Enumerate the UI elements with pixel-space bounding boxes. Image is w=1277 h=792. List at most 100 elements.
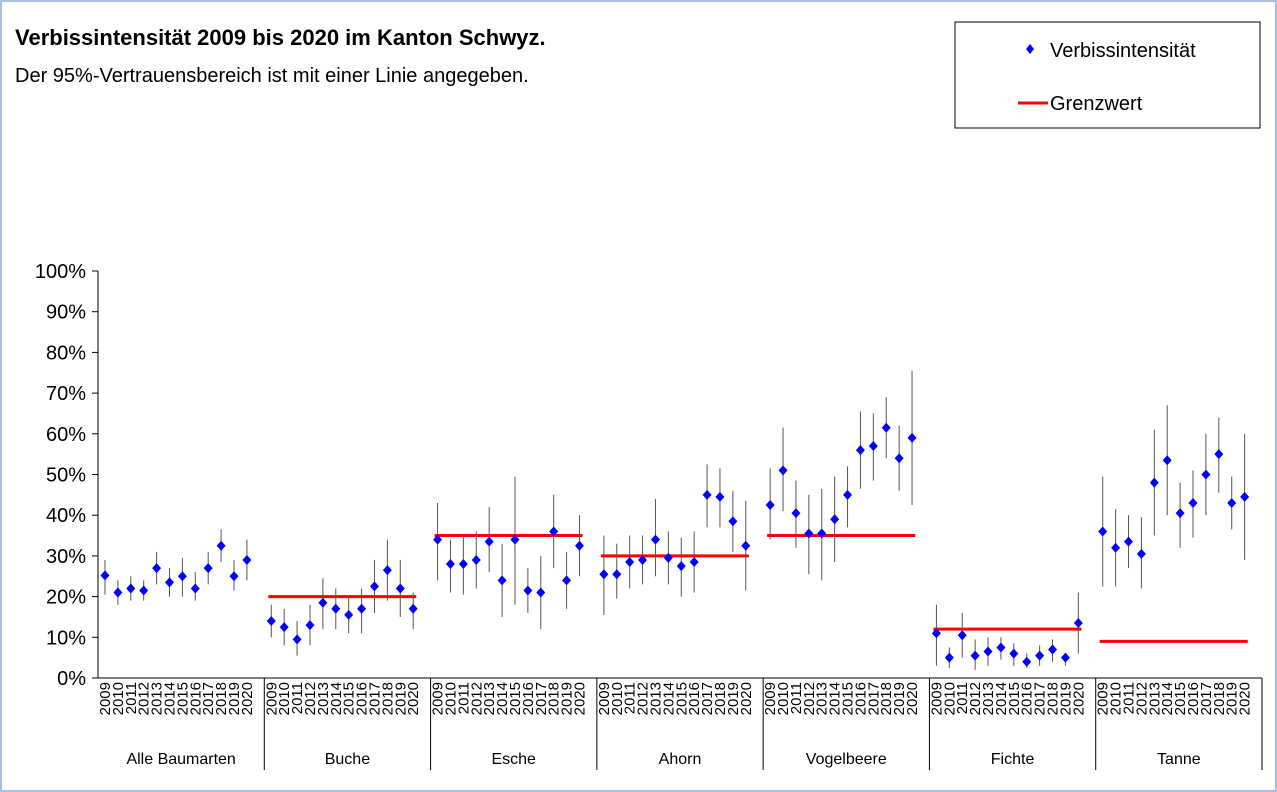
data-point <box>650 534 660 545</box>
data-point <box>830 514 840 525</box>
data-point <box>395 583 405 594</box>
x-tick-label: 2017 <box>533 682 550 715</box>
y-tick-label: 70% <box>46 383 86 405</box>
x-tick-label: 2020 <box>1237 682 1254 715</box>
x-tick-label: 2017 <box>200 682 217 715</box>
data-point <box>931 628 941 639</box>
data-point <box>1201 469 1211 480</box>
y-tick-label: 0% <box>57 668 86 690</box>
x-tick-label: 2012 <box>136 682 153 715</box>
legend-box <box>954 21 1261 129</box>
data-point <box>1098 526 1108 537</box>
x-tick-label: 2014 <box>494 682 511 715</box>
x-tick-label: 2018 <box>379 682 396 715</box>
x-tick-label: 2015 <box>341 682 358 715</box>
data-point <box>382 565 392 576</box>
data-point <box>445 559 455 570</box>
x-tick-label: 2012 <box>468 682 485 715</box>
y-tick-label: 100% <box>35 261 86 283</box>
x-tick-label: 2017 <box>865 682 882 715</box>
x-tick-label: 2009 <box>97 682 114 715</box>
data-point <box>599 569 609 580</box>
data-point <box>804 528 814 539</box>
x-tick-label: 2016 <box>1185 682 1202 715</box>
group-label: Buche <box>325 751 370 768</box>
data-point <box>1188 497 1198 508</box>
group-label: Ahorn <box>659 751 702 768</box>
x-tick-label: 2014 <box>827 682 844 715</box>
x-tick-label: 2013 <box>481 682 498 715</box>
x-tick-label: 2020 <box>738 682 755 715</box>
data-point <box>344 609 354 620</box>
group-label: Tanne <box>1157 751 1201 768</box>
y-tick-label: 50% <box>46 465 86 487</box>
data-point <box>843 489 853 500</box>
data-point <box>1162 455 1172 466</box>
data-point <box>318 597 328 608</box>
data-point <box>1048 644 1058 655</box>
x-tick-label: 2020 <box>904 682 921 715</box>
data-point <box>357 603 367 614</box>
data-point <box>471 554 481 565</box>
x-tick-label: 2014 <box>162 682 179 715</box>
data-point <box>266 616 276 627</box>
data-point <box>868 441 878 452</box>
group-label: Esche <box>491 751 536 768</box>
x-tick-label: 2015 <box>673 682 690 715</box>
x-tick-label: 2017 <box>366 682 383 715</box>
data-point <box>1136 548 1146 559</box>
data-point <box>510 534 520 545</box>
data-point <box>242 554 252 565</box>
x-tick-label: 2010 <box>941 682 958 715</box>
legend-label: Verbissintensität <box>1050 40 1196 62</box>
x-tick-label: 2018 <box>1045 682 1062 715</box>
data-point <box>791 508 801 519</box>
data-point <box>484 536 494 547</box>
x-tick-label: 2009 <box>762 682 779 715</box>
data-point <box>765 500 775 511</box>
x-tick-label: 2019 <box>226 682 243 715</box>
x-tick-label: 2019 <box>891 682 908 715</box>
x-tick-label: 2016 <box>852 682 869 715</box>
data-point <box>190 583 200 594</box>
data-point <box>1111 542 1121 553</box>
group-label: Alle Baumarten <box>126 751 235 768</box>
x-tick-label: 2014 <box>660 682 677 715</box>
x-tick-label: 2010 <box>442 682 459 715</box>
chart-subtitle: Der 95%-Vertrauensbereich ist mit einer … <box>15 65 529 87</box>
data-point <box>638 554 648 565</box>
data-point <box>983 646 993 657</box>
x-tick-label: 2014 <box>328 682 345 715</box>
y-tick-label: 10% <box>46 627 86 649</box>
y-tick-label: 40% <box>46 505 86 527</box>
x-tick-label: 2012 <box>1133 682 1150 715</box>
x-tick-label: 2018 <box>546 682 563 715</box>
x-tick-label: 2016 <box>1019 682 1036 715</box>
data-point <box>216 540 226 551</box>
data-point <box>229 571 239 582</box>
x-tick-label: 2012 <box>635 682 652 715</box>
data-point <box>970 650 980 661</box>
x-tick-label: 2017 <box>1032 682 1049 715</box>
data-point <box>1022 656 1032 667</box>
x-tick-label: 2012 <box>302 682 319 715</box>
data-point <box>536 587 546 598</box>
x-tick-label: 2012 <box>801 682 818 715</box>
data-point <box>331 603 341 614</box>
data-point <box>549 526 559 537</box>
x-tick-label: 2017 <box>699 682 716 715</box>
chart-title: Verbissintensität 2009 bis 2020 im Kanto… <box>15 25 546 50</box>
data-point <box>715 491 725 502</box>
data-point <box>1149 477 1159 488</box>
data-point <box>113 587 123 598</box>
x-tick-label: 2019 <box>1224 682 1241 715</box>
x-tick-label: 2020 <box>571 682 588 715</box>
data-point <box>165 577 174 588</box>
y-tick-label: 80% <box>46 342 86 364</box>
data-point <box>689 557 699 568</box>
x-tick-label: 2011 <box>123 682 140 714</box>
x-tick-label: 2011 <box>622 682 639 714</box>
legend-label: Grenzwert <box>1050 93 1143 115</box>
data-point <box>996 642 1006 653</box>
